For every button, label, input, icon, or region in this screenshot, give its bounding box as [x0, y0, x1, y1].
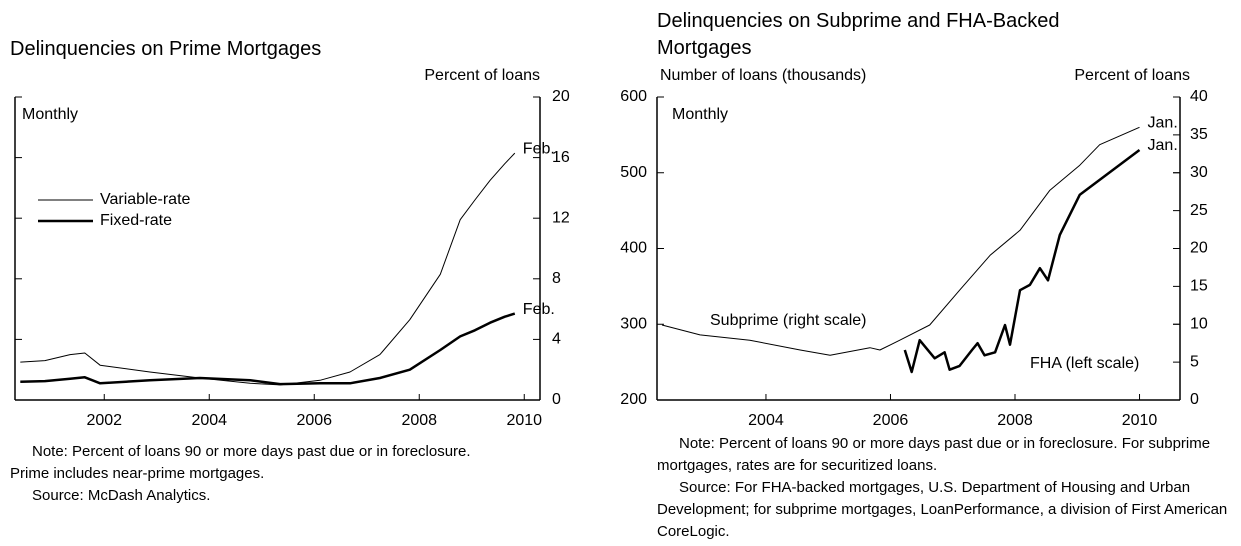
end-label: Jan.	[1148, 115, 1178, 132]
legend-label: Variable-rate	[100, 191, 191, 208]
y-axis-label: Percent of loans	[424, 67, 540, 84]
series-label: FHA (left scale)	[1030, 355, 1139, 372]
series-line	[661, 126, 1140, 356]
source: Source: For FHA-backed mortgages, U.S. D…	[657, 479, 1228, 540]
x-tick-label: 2008	[401, 412, 437, 429]
x-tick-label: 2004	[191, 412, 227, 429]
y2-tick-label: 30	[1190, 164, 1208, 181]
y-tick-label: 600	[620, 88, 647, 105]
x-tick-label: 2004	[748, 412, 784, 429]
y2-tick-label: 20	[1190, 240, 1208, 257]
period-label: Monthly	[22, 106, 78, 123]
y2-tick-label: 5	[1190, 353, 1199, 370]
x-tick-label: 2006	[296, 412, 332, 429]
note: Note: Percent of loans 90 or more days p…	[657, 435, 1211, 474]
y-tick-label: 8	[552, 270, 561, 287]
y-tick-label: 300	[620, 315, 647, 332]
end-label: Feb.	[523, 140, 555, 157]
y2-tick-label: 40	[1190, 88, 1208, 105]
y2-tick-label: 10	[1190, 315, 1208, 332]
y-tick-label: 4	[552, 331, 561, 348]
y-tick-label: 12	[552, 209, 570, 226]
series-line	[20, 152, 516, 386]
series-line	[20, 312, 516, 386]
end-label: Feb.	[523, 301, 555, 318]
chart-title: Delinquencies on Prime Mortgages	[10, 38, 322, 60]
series-line	[903, 148, 1141, 374]
x-tick-label: 2010	[1122, 412, 1158, 429]
y2-tick-label: 0	[1190, 391, 1199, 408]
y-tick-label: 16	[552, 149, 570, 166]
chart-title: Delinquencies on Subprime and FHA-Backed…	[657, 10, 1060, 59]
y-tick-label: 500	[620, 164, 647, 181]
note: Note: Percent of loans 90 or more days p…	[10, 443, 471, 482]
period-label: Monthly	[672, 106, 728, 123]
source: Source: McDash Analytics.	[32, 487, 211, 504]
end-label: Jan.	[1148, 137, 1178, 154]
y-tick-label: 400	[620, 240, 647, 257]
y-tick-label: 200	[620, 391, 647, 408]
y-axis-label: Number of loans (thousands)	[660, 67, 866, 84]
y-tick-label: 0	[552, 391, 561, 408]
x-tick-label: 2010	[506, 412, 542, 429]
series-label: Subprime (right scale)	[710, 312, 867, 329]
notes: Note: Percent of loans 90 or more days p…	[10, 441, 500, 507]
x-tick-label: 2008	[997, 412, 1033, 429]
y2-tick-label: 35	[1190, 126, 1208, 143]
x-tick-label: 2002	[86, 412, 122, 429]
y2-tick-label: 25	[1190, 202, 1208, 219]
x-tick-label: 2006	[873, 412, 909, 429]
y2-tick-label: 15	[1190, 278, 1208, 295]
legend-label: Fixed-rate	[100, 212, 172, 229]
y-tick-label: 20	[552, 88, 570, 105]
y2-axis-label: Percent of loans	[1074, 67, 1190, 84]
notes: Note: Percent of loans 90 or more days p…	[657, 433, 1237, 543]
